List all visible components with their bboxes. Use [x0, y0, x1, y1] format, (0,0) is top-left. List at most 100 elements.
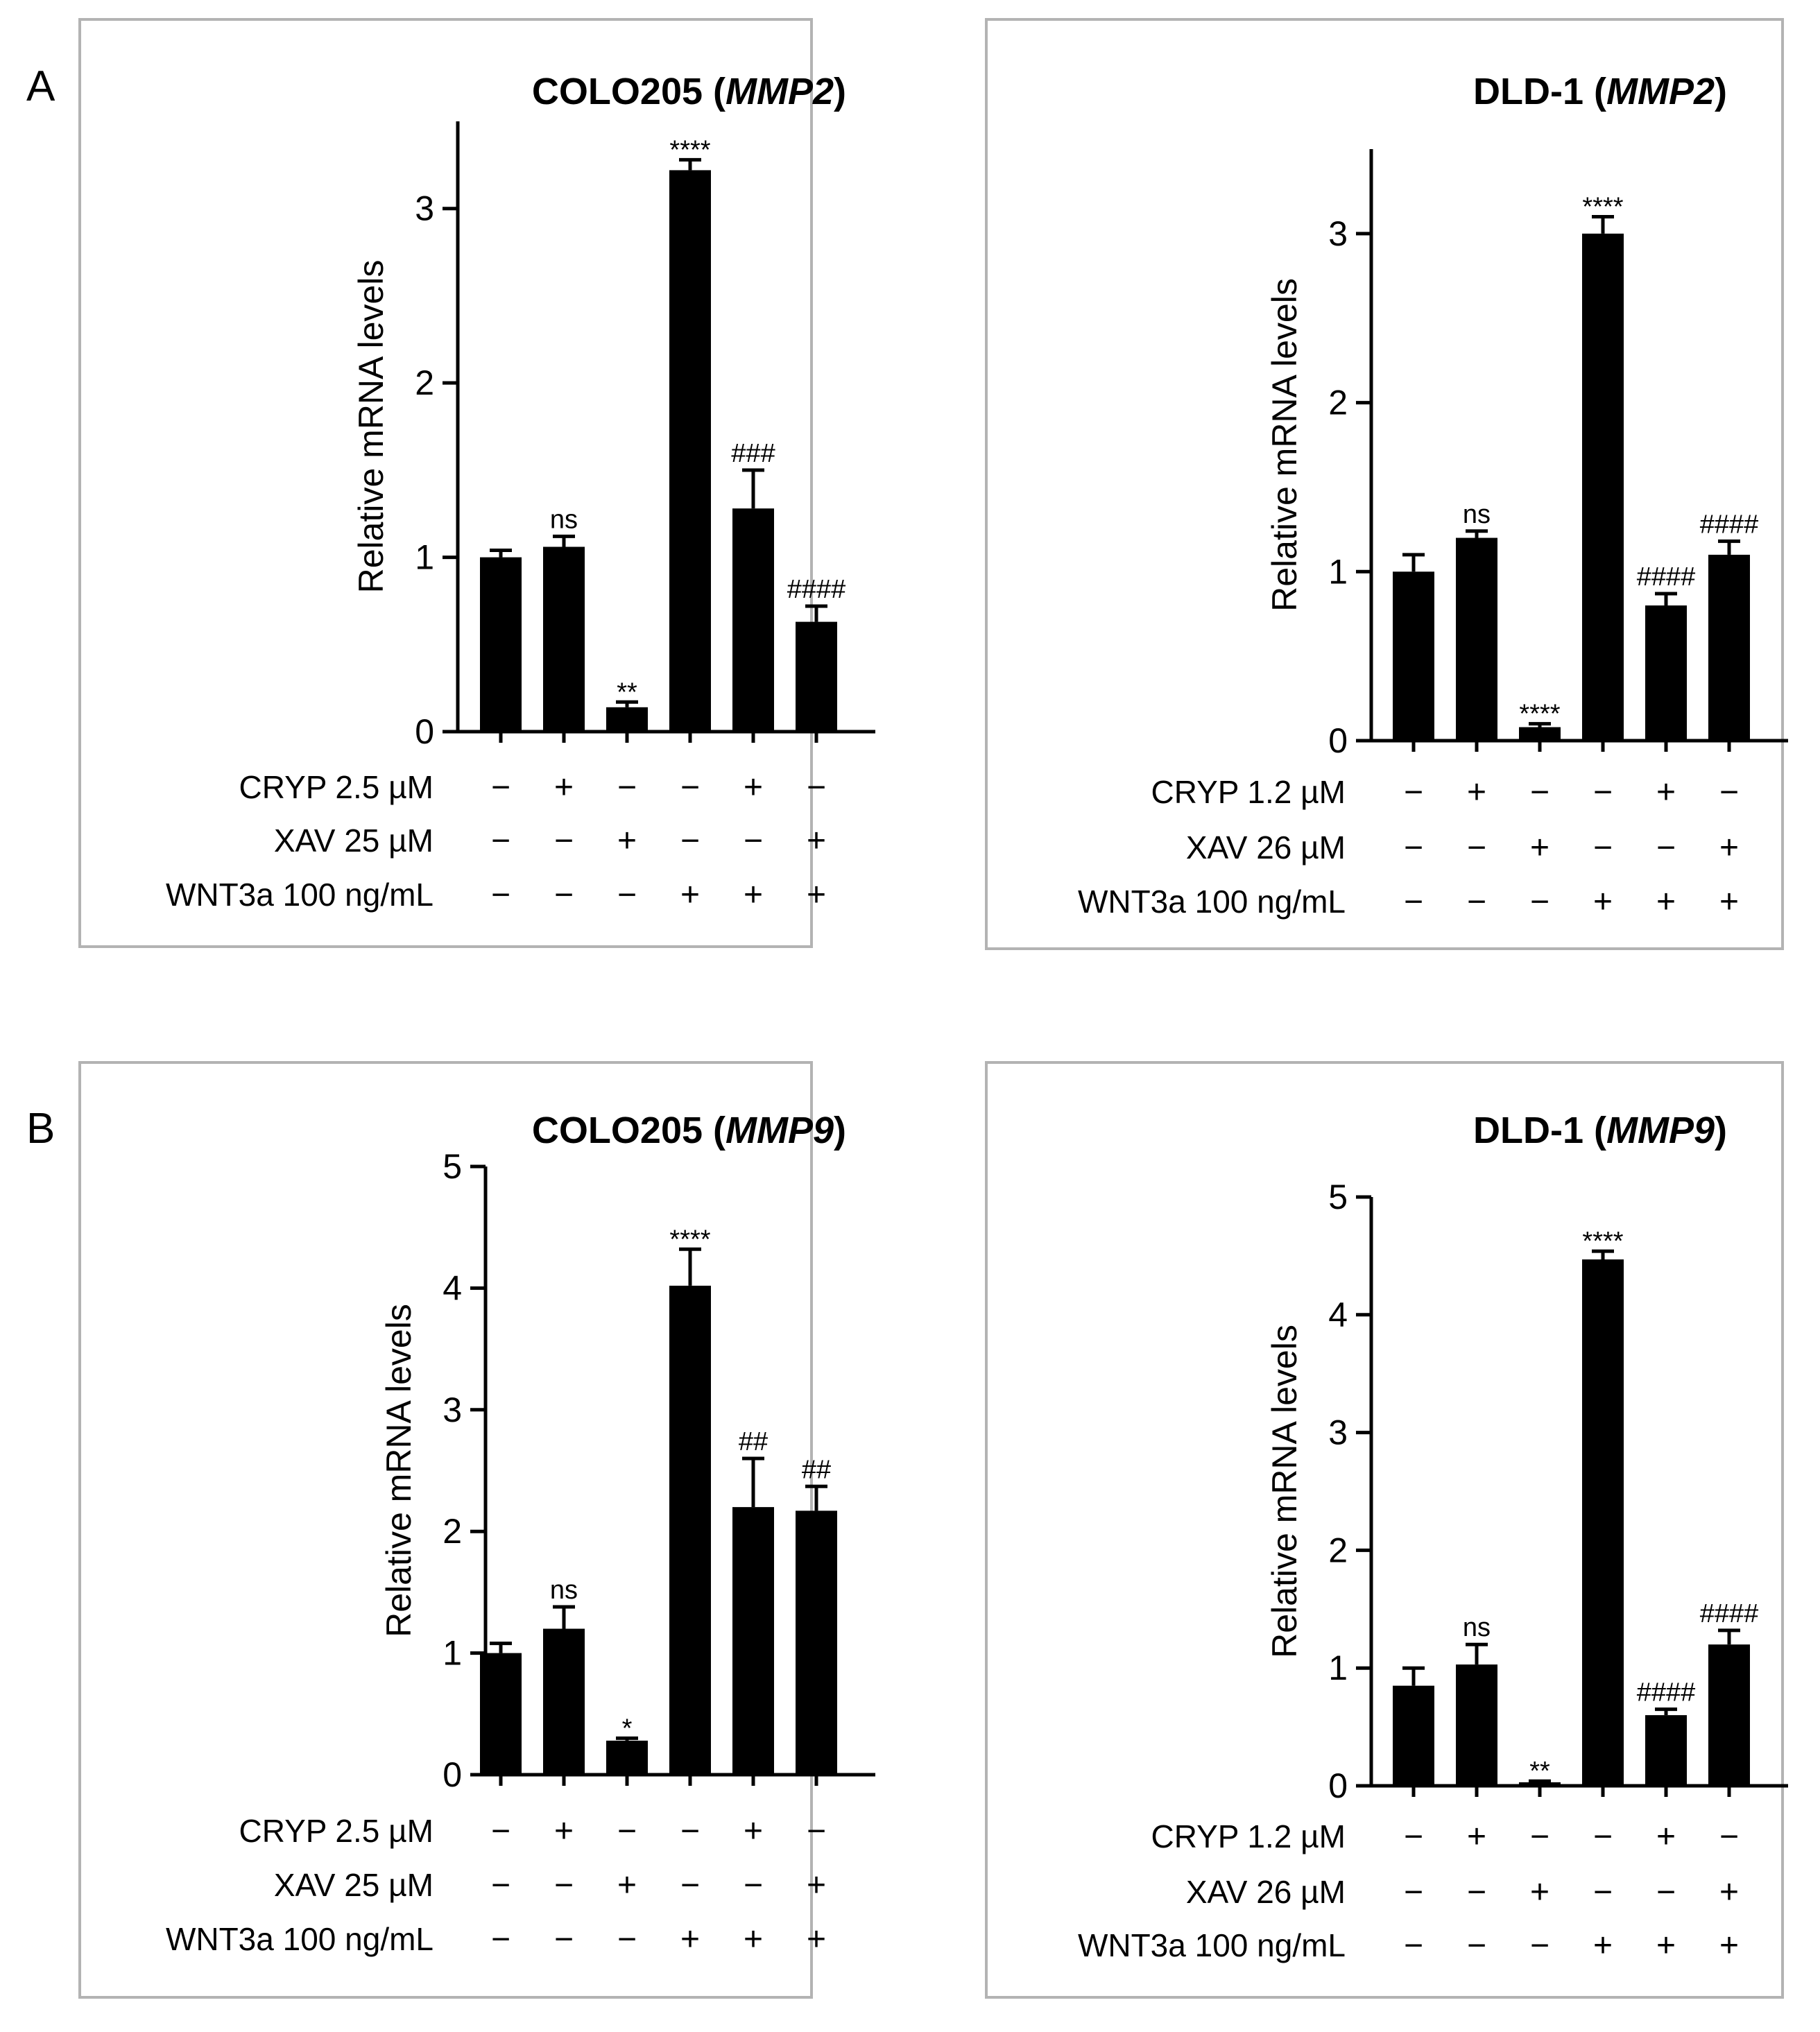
treatment-sign: −: [617, 1813, 637, 1850]
y-tick-label: 3: [415, 189, 434, 228]
treatment-sign: −: [1656, 1874, 1676, 1911]
chart-title-prefix: DLD-1 (: [1473, 71, 1606, 112]
chart-title-prefix: COLO205 (: [532, 1110, 726, 1151]
y-axis-label: Relative mRNA levels: [1265, 1325, 1304, 1658]
y-axis-label: Relative mRNA levels: [352, 260, 390, 594]
treatment-sign: +: [1656, 774, 1676, 811]
treatment-sign: −: [1530, 884, 1549, 920]
treatment-sign: −: [1593, 774, 1613, 811]
significance-label: **: [1529, 1757, 1550, 1786]
treatment-label: CRYP 1.2 µM: [1151, 774, 1346, 810]
treatment-sign: +: [554, 769, 574, 806]
chart-title: COLO205 (MMP9): [532, 1110, 846, 1151]
treatment-sign: +: [744, 877, 763, 913]
chart-title-prefix: DLD-1 (: [1473, 1110, 1606, 1151]
treatment-label: WNT3a 100 ng/mL: [166, 1921, 433, 1957]
treatment-label: WNT3a 100 ng/mL: [1078, 1927, 1346, 1963]
treatment-sign: +: [1719, 884, 1739, 920]
significance-label: ##: [739, 1427, 768, 1456]
chart-title-prefix: COLO205 (: [532, 71, 726, 112]
y-tick-label: 1: [1328, 1648, 1348, 1687]
treatment-sign: −: [1404, 1874, 1423, 1911]
chart-title-gene: MMP9: [726, 1110, 834, 1151]
chart-title-suffix: ): [834, 1110, 846, 1151]
y-tick-label: 1: [415, 538, 434, 577]
treatment-sign: +: [807, 877, 826, 913]
significance-label: ns: [550, 505, 578, 534]
treatment-sign: +: [554, 1813, 574, 1850]
treatment-sign: −: [680, 1813, 700, 1850]
treatment-sign: +: [807, 1921, 826, 1958]
treatment-sign: −: [1656, 829, 1676, 866]
bar: [606, 1740, 648, 1775]
y-tick-label: 2: [1328, 384, 1348, 422]
significance-label: **: [617, 678, 637, 707]
treatment-sign: +: [617, 1867, 637, 1904]
treatment-sign: −: [807, 1813, 826, 1850]
chart-title: DLD-1 (MMP2): [1473, 71, 1727, 112]
treatment-sign: −: [680, 769, 700, 806]
y-tick-label: 0: [1328, 1766, 1348, 1805]
chart-panel: DLD-1 (MMP9) 0 1 2 3 4 5 Relative mRNA levels ns…: [985, 1061, 1788, 1999]
significance-label: ####: [1700, 510, 1759, 539]
treatment-sign: −: [1593, 829, 1613, 866]
bar: [1393, 571, 1434, 741]
significance-label: ns: [1463, 500, 1491, 529]
chart-title-suffix: ): [834, 71, 846, 112]
bar: [1645, 605, 1687, 741]
treatment-sign: −: [554, 877, 574, 913]
bar: [1645, 1715, 1687, 1786]
bar: [543, 1628, 585, 1775]
treatment-sign: −: [1404, 884, 1423, 920]
bar: [669, 170, 711, 732]
treatment-label: XAV 25 µM: [274, 823, 433, 859]
panel-frame: [985, 18, 1784, 950]
chart-title-gene: MMP9: [1606, 1110, 1715, 1151]
treatment-sign: −: [491, 1921, 510, 1958]
treatment-label: CRYP 2.5 µM: [239, 769, 433, 805]
treatment-sign: +: [680, 1921, 700, 1958]
bar: [1519, 1782, 1561, 1786]
treatment-sign: −: [554, 1867, 574, 1904]
y-tick-label: 1: [443, 1634, 462, 1673]
treatment-sign: +: [1467, 1818, 1486, 1855]
y-tick-label: 3: [443, 1390, 462, 1429]
treatment-sign: −: [491, 1813, 510, 1850]
treatment-sign: −: [554, 823, 574, 859]
panel-letter-b: B: [26, 1105, 55, 1153]
treatment-sign: −: [554, 1921, 574, 1958]
treatment-label: XAV 25 µM: [274, 1867, 433, 1903]
treatment-sign: −: [1467, 1874, 1486, 1911]
bar: [1708, 554, 1750, 741]
treatment-sign: −: [1467, 1927, 1486, 1964]
y-tick-label: 5: [443, 1147, 462, 1186]
treatment-sign: +: [744, 1921, 763, 1958]
y-tick-label: 4: [443, 1268, 462, 1307]
treatment-sign: +: [1719, 1927, 1739, 1964]
chart-panel: COLO205 (MMP9) 0 1 2 3 4 5 Relative mRNA levels…: [78, 1061, 875, 1999]
treatment-sign: −: [1404, 774, 1423, 811]
treatment-sign: −: [1404, 829, 1423, 866]
significance-label: ****: [1582, 192, 1623, 221]
treatment-sign: +: [1593, 884, 1613, 920]
treatment-sign: +: [1530, 829, 1549, 866]
treatment-sign: −: [491, 769, 510, 806]
y-tick-label: 0: [443, 1755, 462, 1794]
bar: [732, 1507, 774, 1775]
bar: [796, 621, 837, 732]
treatment-sign: −: [617, 1921, 637, 1958]
bar: [480, 1653, 522, 1775]
treatment-sign: −: [807, 769, 826, 806]
chart-panel: COLO205 (MMP2) 0 1 2 3 Relative mRNA levels ns…: [78, 18, 875, 948]
treatment-sign: −: [491, 1867, 510, 1904]
bar: [606, 707, 648, 732]
bar: [1456, 537, 1497, 741]
treatment-sign: +: [617, 823, 637, 859]
significance-label: ####: [787, 575, 846, 604]
treatment-sign: +: [744, 1813, 763, 1850]
significance-label: ####: [1700, 1599, 1759, 1628]
significance-label: ****: [669, 1225, 710, 1254]
significance-label: ###: [731, 439, 775, 468]
y-tick-label: 3: [1328, 214, 1348, 253]
